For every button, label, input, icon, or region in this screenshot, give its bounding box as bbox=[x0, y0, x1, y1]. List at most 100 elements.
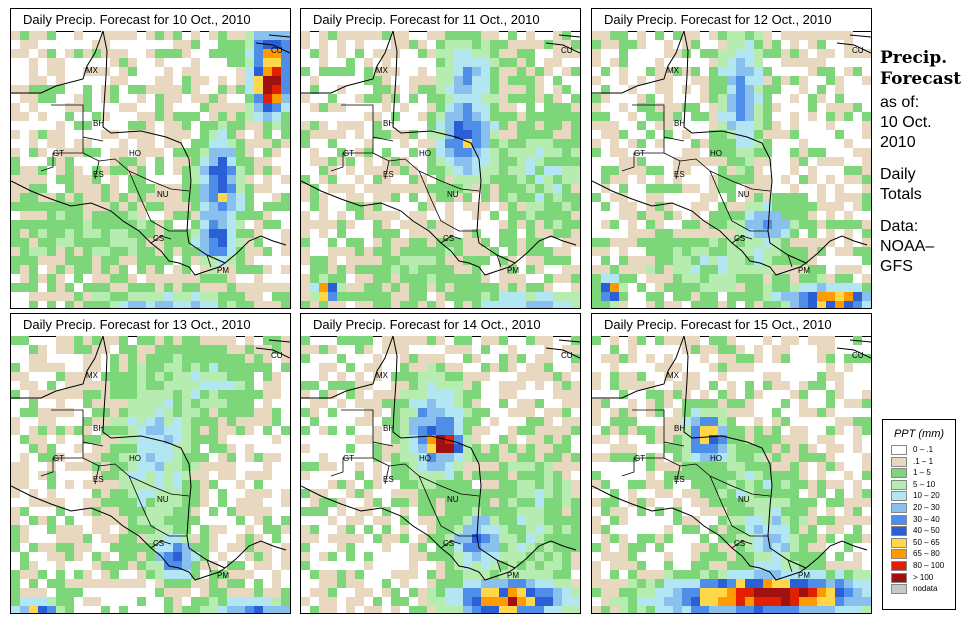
legend-title: PPT (mm) bbox=[893, 428, 945, 440]
map-canvas: MX BH GT HO ES NU CS PM CU bbox=[592, 31, 871, 308]
legend-item: 80 – 100 bbox=[883, 560, 955, 572]
legend-label: 65 – 80 bbox=[913, 549, 940, 559]
legend-item: 0 – .1 bbox=[883, 444, 955, 456]
legend-item: 30 – 40 bbox=[883, 514, 955, 526]
legend-item: 5 – 10 bbox=[883, 479, 955, 491]
legend-label: 40 – 50 bbox=[913, 526, 940, 536]
country-label: CU bbox=[561, 351, 573, 360]
country-label: BH bbox=[93, 424, 104, 433]
legend-swatch bbox=[891, 526, 907, 537]
country-label: NU bbox=[447, 190, 459, 199]
legend-label: 1 – 5 bbox=[913, 468, 931, 478]
legend-swatch bbox=[891, 468, 907, 479]
map-outline bbox=[836, 339, 871, 359]
panel-title: Daily Precip. Forecast for 14 Oct., 2010 bbox=[301, 314, 580, 337]
country-label: GT bbox=[53, 149, 64, 158]
panel-title: Daily Precip. Forecast for 10 Oct., 2010 bbox=[11, 9, 290, 32]
forecast-panel-oct14: Daily Precip. Forecast for 14 Oct., 2010… bbox=[300, 313, 581, 614]
country-label: CS bbox=[443, 539, 454, 548]
country-label: PM bbox=[217, 266, 229, 275]
precip-grid bbox=[301, 336, 580, 613]
panel-title: Daily Precip. Forecast for 15 Oct., 2010 bbox=[592, 314, 871, 337]
caption-daily: Daily bbox=[880, 166, 916, 183]
precip-map: MX BH GT HO ES NU CS PM CU bbox=[11, 336, 290, 613]
precip-grid bbox=[592, 336, 871, 613]
country-label: GT bbox=[343, 149, 354, 158]
country-label: HO bbox=[129, 149, 141, 158]
country-label: CS bbox=[443, 234, 454, 243]
map-outline bbox=[545, 34, 580, 54]
map-canvas: MX BH GT HO ES NU CS PM CU bbox=[11, 336, 290, 613]
country-label: CS bbox=[734, 539, 745, 548]
country-label: ES bbox=[674, 475, 685, 484]
legend-label: .1 – 1 bbox=[913, 456, 934, 466]
country-label: ES bbox=[383, 475, 394, 484]
country-label: PM bbox=[798, 266, 810, 275]
precip-map: MX BH GT HO ES NU CS PM CU bbox=[301, 336, 580, 613]
panel-title: Daily Precip. Forecast for 13 Oct., 2010 bbox=[11, 314, 290, 337]
map-outline bbox=[255, 34, 290, 54]
country-label: CU bbox=[271, 46, 283, 55]
country-label: MX bbox=[376, 371, 389, 380]
legend-label: 0 – .1 bbox=[913, 445, 934, 454]
country-label: CU bbox=[271, 351, 283, 360]
country-label: PM bbox=[217, 571, 229, 580]
precip-map: MX BH GT HO ES NU CS PM CU bbox=[301, 31, 580, 308]
country-label: CU bbox=[561, 46, 573, 55]
legend-item: 40 – 50 bbox=[883, 525, 955, 537]
country-label: BH bbox=[674, 119, 685, 128]
country-label: NU bbox=[738, 495, 750, 504]
country-label: HO bbox=[419, 454, 431, 463]
country-label: HO bbox=[129, 454, 141, 463]
legend-swatch bbox=[891, 456, 907, 467]
caption-data-source: NOAA– bbox=[880, 238, 935, 255]
country-label: NU bbox=[447, 495, 459, 504]
legend-label: 50 – 65 bbox=[913, 537, 940, 547]
legend-label: 10 – 20 bbox=[913, 491, 940, 501]
country-label: GT bbox=[634, 454, 645, 463]
country-label: HO bbox=[419, 149, 431, 158]
country-label: BH bbox=[383, 424, 394, 433]
legend-label: 5 – 10 bbox=[913, 479, 936, 489]
legend-swatch bbox=[891, 549, 907, 560]
legend-item: > 100 bbox=[883, 572, 955, 584]
caption-data-source: Data: bbox=[880, 218, 919, 235]
forecast-panel-oct15: Daily Precip. Forecast for 15 Oct., 2010… bbox=[591, 313, 872, 614]
country-label: ES bbox=[674, 170, 685, 179]
caption-title: Forecast bbox=[880, 69, 962, 89]
country-label: CS bbox=[734, 234, 745, 243]
legend-item: 50 – 65 bbox=[883, 537, 955, 549]
legend-swatch bbox=[891, 445, 907, 455]
country-label: GT bbox=[634, 149, 645, 158]
panel-title: Daily Precip. Forecast for 11 Oct., 2010 bbox=[301, 9, 580, 32]
map-canvas: MX BH GT HO ES NU CS PM CU bbox=[301, 31, 580, 308]
legend-label: nodata bbox=[913, 584, 938, 594]
legend-swatch bbox=[891, 491, 907, 502]
legend-item: .1 – 1 bbox=[883, 456, 955, 468]
legend-swatch bbox=[891, 502, 907, 513]
legend-item: 10 – 20 bbox=[883, 490, 955, 502]
map-outline bbox=[621, 409, 793, 573]
legend-item: 1 – 5 bbox=[883, 467, 955, 479]
legend-item: 65 – 80 bbox=[883, 548, 955, 560]
country-label: MX bbox=[667, 66, 680, 75]
caption-date: 10 Oct. bbox=[880, 114, 932, 131]
map-outline bbox=[40, 409, 212, 573]
country-label: GT bbox=[343, 454, 354, 463]
map-canvas: MX BH GT HO ES NU CS PM CU bbox=[592, 336, 871, 613]
precip-grid bbox=[11, 336, 290, 613]
legend-label: 20 – 30 bbox=[913, 502, 940, 512]
forecast-panel-oct10: Daily Precip. Forecast for 10 Oct., 2010… bbox=[10, 8, 291, 309]
caption-date: 2010 bbox=[880, 134, 916, 151]
country-label: GT bbox=[53, 454, 64, 463]
map-outline bbox=[255, 339, 290, 359]
caption-daily: Totals bbox=[880, 186, 922, 203]
country-label: CU bbox=[852, 46, 864, 55]
precip-map: MX BH GT HO ES NU CS PM CU bbox=[592, 31, 871, 308]
country-label: BH bbox=[674, 424, 685, 433]
legend-swatch bbox=[891, 479, 907, 490]
legend-label: 80 – 100 bbox=[913, 560, 945, 570]
map-outline bbox=[330, 409, 502, 573]
legend-label: > 100 bbox=[913, 572, 934, 582]
